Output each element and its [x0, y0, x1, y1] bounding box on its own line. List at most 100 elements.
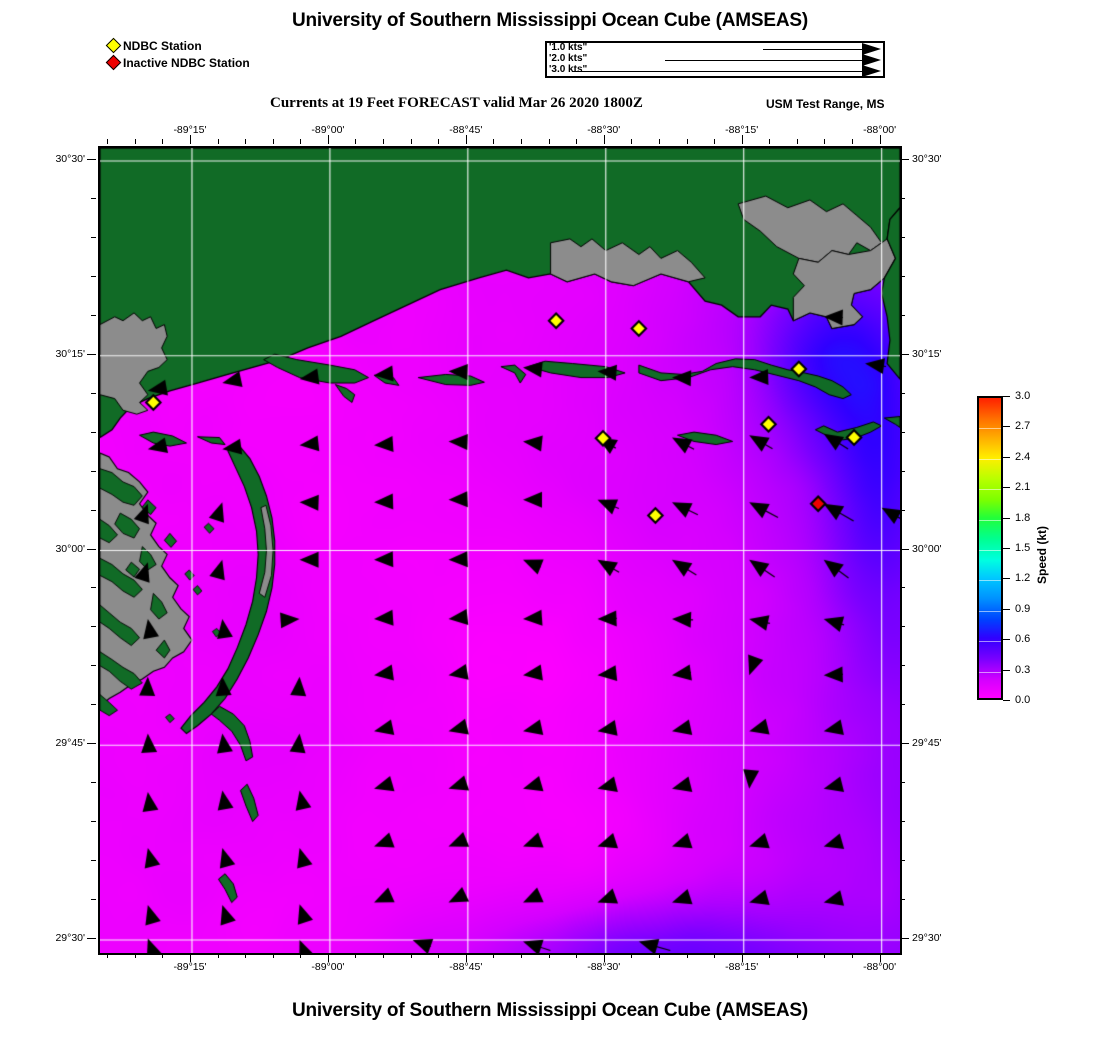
axis-tick-mark [87, 353, 96, 355]
footer-title: University of Southern Mississippi Ocean… [291, 1000, 808, 1021]
axis-tick-mark [162, 953, 164, 958]
axis-tick-mark [91, 431, 96, 433]
x-axis-tick-label: -89°15' [173, 961, 207, 973]
colorbar-gridline [979, 610, 1001, 612]
colorbar-gridline [979, 550, 1001, 551]
axis-tick-mark [91, 197, 96, 199]
x-axis-tick-label: -88°30' [587, 961, 621, 973]
axis-tick-mark [879, 953, 881, 962]
vector-scale-legend: '1.0 kts" '2.0 kts" '3.0 kts" [545, 41, 885, 78]
axis-tick-mark [91, 587, 96, 589]
axis-tick-mark [900, 353, 909, 355]
colorbar-gradient [977, 396, 1003, 700]
legend-label-inactive-ndbc-station: Inactive NDBC Station [123, 55, 250, 70]
axis-tick-mark [900, 392, 905, 394]
vector-scale-row: '3.0 kts" [547, 64, 883, 77]
axis-tick-mark [900, 197, 905, 199]
axis-tick-mark [900, 782, 905, 784]
axis-tick-mark [327, 135, 329, 144]
axis-tick-mark [900, 937, 909, 939]
axis-tick-mark [107, 953, 109, 958]
axis-tick-mark [91, 314, 96, 316]
axis-tick-mark [245, 953, 247, 958]
axis-tick-mark [900, 743, 909, 745]
axis-tick-mark [87, 159, 96, 160]
axis-tick-mark [189, 135, 191, 144]
axis-tick-mark [576, 953, 578, 958]
colorbar-tick [1003, 578, 1010, 580]
x-axis-tick-label: -88°15' [725, 124, 759, 136]
colorbar-tick-label: 3.0 [1015, 390, 1031, 402]
y-axis-tick-label: 30°00' [912, 542, 942, 555]
axis-tick-mark [576, 139, 578, 144]
axis-tick-mark [87, 743, 96, 745]
axis-tick-mark [217, 953, 219, 958]
legend-label-ndbc-station: NDBC Station [123, 38, 202, 53]
axis-tick-mark [741, 953, 743, 962]
colorbar-tick-label: 2.7 [1015, 420, 1031, 433]
colorbar-tick-label: 2.1 [1015, 481, 1031, 494]
colorbar-tick-label: 1.2 [1015, 572, 1031, 585]
axis-tick-mark [900, 860, 905, 862]
axis-tick-mark [686, 953, 688, 958]
vector-scale-shaft-3kt [573, 71, 863, 72]
axis-tick-mark [658, 139, 660, 144]
axis-tick-mark [493, 139, 495, 144]
x-axis-tick-label: -89°15' [173, 124, 207, 136]
colorbar-tick [1003, 669, 1010, 671]
axis-tick-mark [521, 139, 522, 144]
axis-tick-mark [852, 953, 854, 958]
axis-tick-mark [714, 953, 716, 958]
colorbar-tick-label: 1.8 [1015, 511, 1031, 524]
axis-tick-mark [900, 626, 905, 628]
y-axis-tick-label: 30°00' [55, 542, 85, 555]
axis-tick-mark [327, 953, 329, 962]
axis-tick-mark [900, 314, 905, 316]
y-axis-tick-label: 29°45' [55, 737, 85, 750]
vector-scale-arrowhead-3kt [862, 65, 881, 77]
axis-tick-mark [91, 704, 96, 706]
axis-tick-mark [91, 860, 96, 862]
current-speed-map[interactable] [100, 148, 900, 953]
axis-tick-mark [796, 953, 798, 958]
axis-tick-mark [300, 953, 302, 958]
axis-tick-mark [91, 821, 96, 823]
colorbar-tick [1003, 639, 1010, 641]
legend-item-inactive-ndbc-station: Inactive NDBC Station [105, 54, 250, 71]
colorbar-gridline [979, 428, 1001, 430]
colorbar-gridline [979, 671, 1001, 673]
colorbar-tick [1003, 487, 1010, 489]
vector-scale-label-1kt: '1.0 kts" [549, 42, 588, 53]
colorbar-tick-label: 0.0 [1015, 694, 1031, 706]
axis-tick-mark [548, 139, 550, 144]
axis-tick-mark [900, 587, 905, 589]
axis-tick-mark [91, 626, 96, 628]
colorbar-gridline [979, 641, 1001, 643]
colorbar-tick [1003, 548, 1010, 549]
y-axis-tick-label: 29°30' [912, 931, 942, 944]
x-axis-tick-label: -89°00' [311, 124, 345, 136]
y-axis-tick-label: 30°15' [55, 347, 85, 360]
axis-tick-mark [383, 139, 385, 144]
colorbar-gridline [979, 458, 1001, 460]
x-axis-tick-label: -88°30' [587, 124, 621, 136]
colorbar-tick [1003, 700, 1010, 701]
x-axis-tick-label: -88°00' [863, 961, 897, 973]
axis-tick-mark [134, 139, 136, 144]
axis-tick-mark [91, 275, 96, 277]
axis-tick-mark [631, 139, 633, 144]
y-axis-tick-label: 30°30' [912, 153, 942, 165]
axis-tick-mark [824, 953, 826, 958]
axis-tick-mark [272, 139, 274, 144]
axis-tick-mark [900, 159, 909, 160]
colorbar-tick-label: 0.3 [1015, 663, 1031, 676]
colorbar-axis-label: Speed (kt) [1035, 525, 1049, 585]
map-plot-area[interactable] [98, 146, 902, 955]
axis-tick-mark [91, 470, 96, 472]
colorbar-tick [1003, 608, 1010, 610]
axis-tick-mark [91, 899, 96, 901]
axis-tick-mark [714, 139, 716, 144]
axis-tick-mark [769, 953, 771, 958]
axis-tick-mark [900, 509, 905, 511]
axis-tick-mark [410, 953, 412, 958]
